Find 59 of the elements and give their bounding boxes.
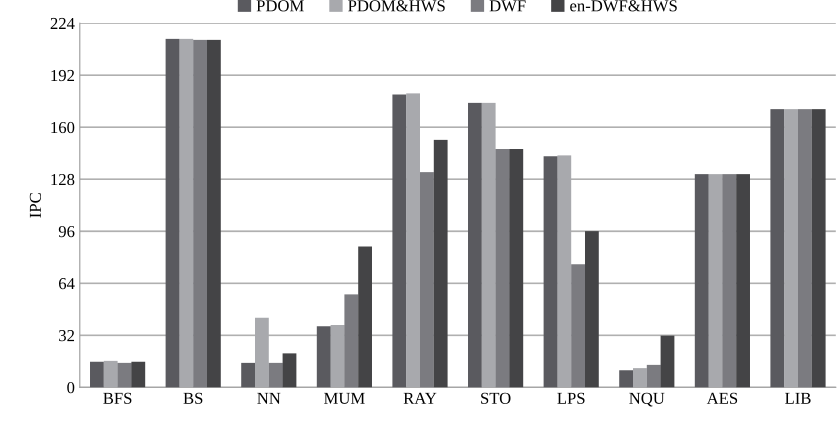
- y-tick-label: 224: [50, 18, 75, 29]
- bar: [118, 362, 132, 388]
- bar: [646, 364, 661, 388]
- legend-label: PDOM&HWS: [348, 0, 445, 12]
- bar: [420, 172, 434, 388]
- bar: [358, 246, 372, 388]
- x-tick-label: RAY: [404, 392, 436, 404]
- bar: [660, 336, 674, 388]
- legend-label: DWF: [490, 0, 526, 12]
- bar: [544, 156, 558, 388]
- y-tick-label: 160: [51, 122, 74, 134]
- bar: [316, 326, 331, 388]
- bar: [722, 174, 736, 388]
- y-tick-label: 128: [51, 174, 74, 186]
- bar: [330, 325, 344, 388]
- y-tick-label: 96: [58, 226, 74, 238]
- x-tick-label: STO: [481, 392, 511, 404]
- x-tick-label: BFS: [103, 392, 132, 404]
- x-tick-label: NN: [257, 392, 280, 404]
- x-tick-label: MUM: [324, 392, 365, 404]
- x-tick-label: AES: [706, 392, 738, 404]
- bar: [633, 368, 647, 388]
- bar: [90, 362, 104, 388]
- bar: [619, 370, 634, 388]
- bar: [708, 174, 722, 388]
- bar: [694, 174, 709, 388]
- bar: [193, 40, 207, 388]
- legend-label: en-DWF&HWS: [570, 0, 677, 12]
- bar: [392, 94, 406, 388]
- bar: [571, 264, 585, 388]
- bar: [784, 109, 798, 388]
- bar: [509, 148, 524, 388]
- legend-label: PDOM: [256, 0, 304, 12]
- x-tick-label: LPS: [557, 392, 585, 404]
- y-axis-title: IPC: [30, 193, 41, 218]
- y-tick-label: 64: [58, 278, 75, 290]
- bar: [496, 148, 510, 388]
- bar: [268, 362, 283, 388]
- bar: [736, 174, 750, 388]
- bar: [104, 360, 118, 388]
- x-tick-label: NQU: [629, 392, 665, 406]
- bar: [468, 102, 482, 388]
- bar: [131, 362, 146, 388]
- x-tick-label: BS: [183, 392, 202, 404]
- y-tick-label: 192: [51, 70, 74, 82]
- bar: [282, 353, 296, 388]
- bar: [179, 38, 194, 388]
- y-tick-label: 0: [67, 382, 74, 394]
- bar: [434, 140, 448, 388]
- bar: [344, 294, 358, 388]
- bar: [206, 40, 221, 388]
- bar: [770, 109, 784, 388]
- bar: [241, 362, 256, 388]
- bar: [798, 109, 812, 388]
- bar: [584, 231, 599, 388]
- x-tick-label: LIB: [785, 392, 811, 404]
- bar: [812, 109, 826, 388]
- y-tick-label: 32: [59, 330, 74, 342]
- bar: [166, 38, 180, 388]
